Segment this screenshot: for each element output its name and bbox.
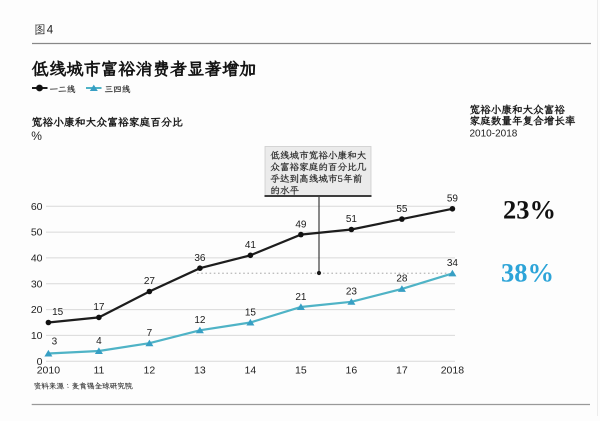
svg-text:13: 13 <box>194 365 206 377</box>
svg-text:60: 60 <box>31 201 43 213</box>
svg-text:23%: 23% <box>503 195 556 225</box>
svg-text:21: 21 <box>295 292 307 303</box>
svg-text:2010-2018: 2010-2018 <box>470 129 518 140</box>
svg-text:27: 27 <box>144 276 156 287</box>
svg-text:15: 15 <box>245 307 257 318</box>
svg-text:36: 36 <box>194 253 206 264</box>
svg-text:12: 12 <box>194 315 206 326</box>
svg-text:3: 3 <box>52 336 58 347</box>
svg-text:30: 30 <box>31 278 43 290</box>
svg-text:10: 10 <box>31 330 43 342</box>
svg-text:4: 4 <box>96 336 102 347</box>
svg-text:11: 11 <box>93 365 104 377</box>
svg-text:4: 4 <box>47 24 54 36</box>
svg-text:17: 17 <box>93 302 105 313</box>
svg-text:28: 28 <box>396 274 408 285</box>
svg-text:17: 17 <box>396 365 408 377</box>
svg-text:2018: 2018 <box>441 365 465 377</box>
svg-text:0: 0 <box>37 356 43 368</box>
svg-text:15: 15 <box>52 307 64 318</box>
svg-text:2010: 2010 <box>37 365 61 377</box>
svg-text:40: 40 <box>31 253 43 265</box>
svg-text:7: 7 <box>147 328 153 339</box>
svg-text:12: 12 <box>144 365 156 377</box>
svg-text:41: 41 <box>245 240 257 251</box>
svg-text:55: 55 <box>396 204 408 215</box>
svg-text:20: 20 <box>31 304 43 316</box>
svg-text:49: 49 <box>295 219 307 230</box>
svg-text:34: 34 <box>447 258 459 269</box>
svg-text:38%: 38% <box>501 258 554 288</box>
svg-text:50: 50 <box>31 227 43 239</box>
svg-text:59: 59 <box>447 194 459 205</box>
svg-text:51: 51 <box>346 214 358 225</box>
svg-text:%: % <box>31 129 42 143</box>
svg-text:15: 15 <box>295 365 307 377</box>
svg-text:14: 14 <box>245 365 257 377</box>
svg-text:5: 5 <box>338 174 343 185</box>
svg-text:16: 16 <box>346 365 358 377</box>
svg-text:23: 23 <box>346 287 358 298</box>
